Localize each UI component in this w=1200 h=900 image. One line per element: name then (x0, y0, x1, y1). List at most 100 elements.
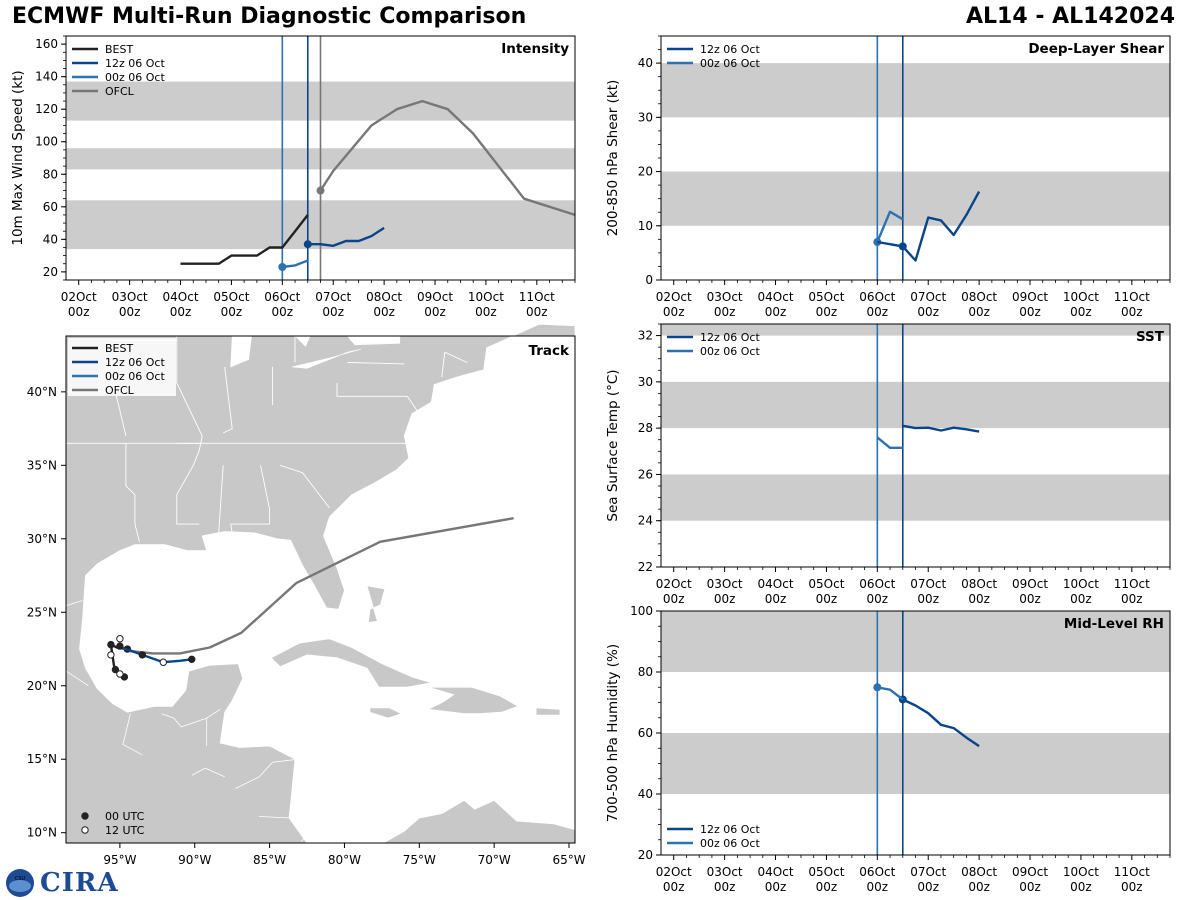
sst-band-0 (661, 474, 1170, 521)
intensity-xtick-hour: 00z (170, 305, 192, 319)
sst-xtick-day: 10Oct (1063, 577, 1099, 591)
rh-xtick-hour: 00z (1121, 880, 1143, 894)
sst-panel: 22242628303202Oct00z03Oct00z04Oct00z05Oc… (605, 323, 1171, 606)
rh-legend-label: 12z 06 Oct (700, 823, 760, 836)
country-border-3 (161, 708, 221, 728)
shear-xtick-hour: 00z (968, 305, 990, 319)
intensity-xtick-day: 11Oct (519, 290, 555, 304)
rh-ytick-label: 20 (638, 848, 653, 862)
rh-panel: 2040608010002Oct00z03Oct00z04Oct00z05Oct… (605, 604, 1171, 894)
track-fix-dot (116, 635, 124, 643)
sst-ylabel: Sea Surface Temp (°C) (605, 369, 621, 521)
track-fix-dot (107, 651, 115, 659)
intensity-series-marker (303, 240, 312, 249)
intensity-xtick-day: 08Oct (366, 290, 402, 304)
intensity-series-2 (282, 259, 309, 269)
sst-ytick-label: 26 (638, 467, 653, 481)
logo-text: CIRA (40, 868, 119, 898)
shear-xtick-day: 02Oct (656, 290, 692, 304)
rh-ylabel: 700-500 hPa Humidity (%) (605, 644, 621, 822)
sst-xtick-hour: 00z (714, 592, 736, 606)
track-fix-dot (111, 665, 120, 674)
great-lake-2 (346, 335, 401, 346)
intensity-xtick-day: 02Oct (61, 290, 97, 304)
shear-xtick-day: 04Oct (758, 290, 794, 304)
sst-xtick-day: 03Oct (707, 577, 743, 591)
land-cuba (270, 638, 432, 688)
shear-xtick-hour: 00z (867, 305, 889, 319)
track-lon-label: 95°W (103, 853, 136, 867)
sst-xtick-hour: 00z (1019, 592, 1041, 606)
shear-xtick-day: 09Oct (1012, 290, 1048, 304)
track-fix-dot (107, 640, 115, 649)
rh-xtick-hour: 00z (1070, 880, 1092, 894)
shear-xtick-hour: 00z (663, 305, 685, 319)
intensity-legend-label: BEST (105, 43, 133, 56)
shear-legend-label: 12z 06 Oct (700, 43, 760, 56)
intensity-xtick-day: 03Oct (112, 290, 148, 304)
track-fix-dot (116, 670, 124, 678)
track-lat-label: 10°N (27, 826, 57, 840)
shear-ytick-label: 20 (638, 165, 653, 179)
intensity-ytick-label: 80 (43, 167, 58, 181)
rh-xtick-day: 03Oct (707, 865, 743, 879)
country-border-6 (235, 758, 299, 789)
shear-xtick-hour: 00z (765, 305, 787, 319)
intensity-xtick-day: 04Oct (163, 290, 199, 304)
sst-xtick-day: 07Oct (910, 577, 946, 591)
sst-xtick-hour: 00z (765, 592, 787, 606)
sst-xtick-hour: 00z (1070, 592, 1092, 606)
rh-legend-label: 00z 06 Oct (700, 837, 760, 850)
country-border-7 (259, 816, 291, 819)
track-lon-label: 65°W (552, 853, 585, 867)
sst-xtick-hour: 00z (663, 592, 685, 606)
state-border-0 (125, 443, 140, 542)
intensity-ytick-label: 160 (35, 37, 58, 51)
cira-logo: CSU (6, 869, 34, 897)
shear-xtick-hour: 00z (917, 305, 939, 319)
sst-xtick-day: 02Oct (656, 577, 692, 591)
rh-series-1 (877, 686, 904, 701)
shear-ytick-label: 40 (638, 56, 653, 70)
track-lon-label: 85°W (253, 853, 286, 867)
rh-band-1 (661, 611, 1170, 672)
rh-frame (660, 610, 1171, 856)
rh-xtick-day: 09Oct (1012, 865, 1048, 879)
rh-ytick-label: 100 (630, 604, 653, 618)
shear-xtick-day: 11Oct (1114, 290, 1150, 304)
track-fix-dot (116, 642, 124, 650)
rh-xtick-hour: 00z (1019, 880, 1041, 894)
track-legend-label: 00z 06 Oct (105, 370, 165, 383)
intensity-xtick-hour: 00z (424, 305, 446, 319)
rh-band-0 (661, 733, 1170, 794)
track-marker-legend-dot (81, 826, 89, 834)
track-lat-label: 35°N (27, 458, 57, 472)
shear-series-1 (876, 210, 904, 243)
rh-xtick-day: 06Oct (859, 865, 895, 879)
intensity-title: Intensity (501, 41, 569, 57)
shear-xtick-hour: 00z (1070, 305, 1092, 319)
state-border-14 (347, 362, 405, 365)
intensity-xtick-hour: 00z (373, 305, 395, 319)
state-border-4 (279, 464, 330, 509)
track-legend-label: 12z 06 Oct (105, 356, 165, 369)
track-legend-label: OFCL (105, 384, 135, 397)
shear-xtick-day: 03Oct (707, 290, 743, 304)
shear-xtick-hour: 00z (1019, 305, 1041, 319)
shear-xtick-day: 07Oct (910, 290, 946, 304)
intensity-xtick-hour: 00z (475, 305, 497, 319)
intensity-panel: 2040608010012014016002Oct00z03Oct00z04Oc… (10, 35, 576, 319)
rh-xtick-day: 08Oct (961, 865, 997, 879)
rh-xtick-day: 04Oct (758, 865, 794, 879)
intensity-ytick-label: 60 (43, 200, 58, 214)
intensity-frame (65, 35, 576, 281)
shear-xtick-hour: 00z (1121, 305, 1143, 319)
track-marker-legend-dot (81, 812, 89, 820)
shear-series-2 (877, 240, 904, 248)
shear-ylabel: 200-850 hPa Shear (kt) (605, 80, 621, 237)
intensity-ytick-label: 40 (43, 232, 58, 246)
shear-band-1 (661, 63, 1170, 118)
shear-frame (660, 35, 1171, 281)
sst-xtick-hour: 00z (1121, 592, 1143, 606)
track-lon-label: 75°W (403, 853, 436, 867)
